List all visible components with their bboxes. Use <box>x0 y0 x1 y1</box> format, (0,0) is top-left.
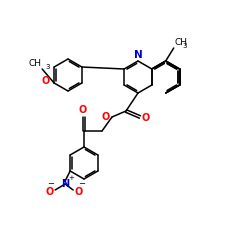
Text: 3: 3 <box>45 64 50 70</box>
Text: O: O <box>79 105 87 115</box>
Text: +: + <box>68 175 74 181</box>
Text: CH: CH <box>175 38 188 47</box>
Text: 3: 3 <box>183 43 187 49</box>
Text: O: O <box>74 187 82 197</box>
Text: N: N <box>61 179 69 189</box>
Text: N: N <box>134 50 142 60</box>
Text: −: − <box>78 179 85 188</box>
Text: O: O <box>142 113 150 123</box>
Text: O: O <box>46 187 54 197</box>
Text: O: O <box>102 112 110 122</box>
Text: −: − <box>47 179 54 188</box>
Text: CH: CH <box>28 59 41 68</box>
Text: O: O <box>42 76 50 86</box>
